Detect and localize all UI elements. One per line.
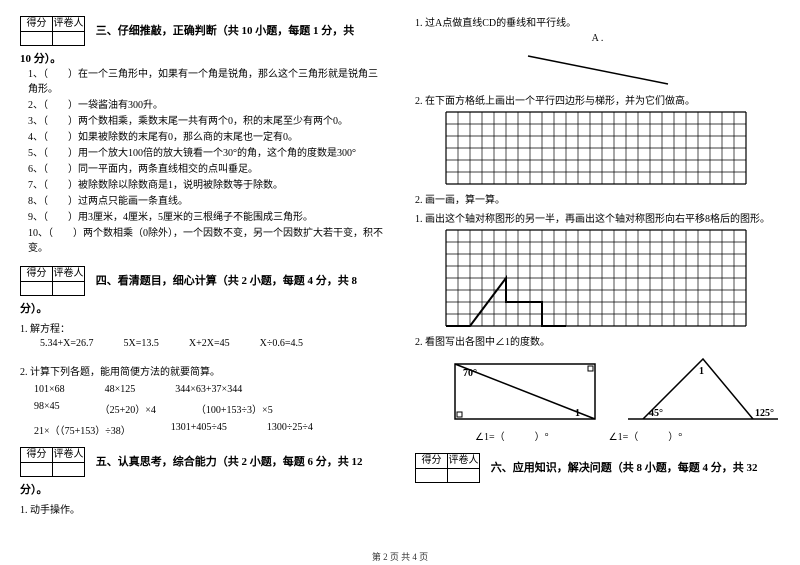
calc-row: 98×45 （25+20）×4 （100+153÷3）×5 xyxy=(20,401,385,416)
calc-row: 21×（（75+153）÷38） 1301+405÷45 1300÷25÷4 xyxy=(20,422,385,437)
section-5-title: 五、认真思考，综合能力（共 2 小题，每题 6 分，共 12 xyxy=(96,456,363,468)
section-5-header: 得分 评卷人 五、认真思考，综合能力（共 2 小题，每题 6 分，共 12 xyxy=(20,447,385,477)
s3-item: 5、（ ）用一个放大100倍的放大镜看一个30°的角，这个角的度数是300° xyxy=(20,146,385,161)
grid-1 xyxy=(445,111,747,185)
s3-item: 8、（ ）过两点只能画一条直线。 xyxy=(20,194,385,209)
s4-q1: 1. 解方程： xyxy=(20,320,385,335)
left-column: 得分 评卷人 三、仔细推敲，正确判断（共 10 小题，每题 1 分，共 10 分… xyxy=(20,10,385,518)
angle-125-label: 125° xyxy=(755,408,774,419)
s3-item: 7、（ ）被除数除以除数商是1，说明被除数等于除数。 xyxy=(20,178,385,193)
right-column: 1. 过A点做直线CD的垂线和平行线。 A . 2. 在下面方格纸上画出一个平行… xyxy=(415,10,780,518)
angle-45-label: 45° xyxy=(649,408,663,419)
score-box: 得分 评卷人 xyxy=(20,16,85,46)
angle-1-answer: ∠1=（ ）° xyxy=(475,428,549,443)
angle-figures: 70° 1 45° 125° 1 xyxy=(445,354,780,424)
r2-q: 2. 在下面方格纸上画出一个平行四边形与梯形，并为它们做高。 xyxy=(415,92,780,107)
angle-1-label: 1 xyxy=(575,408,580,419)
section-3-title: 三、仔细推敲，正确判断（共 10 小题，每题 1 分，共 xyxy=(96,25,355,37)
score-box: 得分 评卷人 xyxy=(20,447,85,477)
eq: X+2X=45 xyxy=(189,338,230,349)
section-3-header: 得分 评卷人 三、仔细推敲，正确判断（共 10 小题，每题 1 分，共 xyxy=(20,16,385,46)
s3-item: 6、（ ）同一平面内，两条直线相交的点叫垂足。 xyxy=(20,162,385,177)
section-5-title-cont: 分）。 xyxy=(20,484,48,496)
score-box: 得分 评卷人 xyxy=(415,453,480,483)
rect-angle-figure: 70° 1 xyxy=(445,354,603,424)
r1-q: 1. 过A点做直线CD的垂线和平行线。 xyxy=(415,14,780,29)
s4-q2: 2. 计算下列各题，能用简便方法的就要简算。 xyxy=(20,363,385,378)
point-a-label: A . xyxy=(415,33,780,44)
grid-2 xyxy=(445,229,747,327)
s3-item: 2、（ ）一袋酱油有300升。 xyxy=(20,98,385,113)
s3-item: 10、（ ）两个数相乘（0除外），一个因数不变，另一个因数扩大若干变，积不变。 xyxy=(20,226,385,256)
s3-item: 1、（ ）在一个三角形中，如果有一个角是锐角，那么这个三角形就是锐角三角形。 xyxy=(20,67,385,97)
s5-q1: 1. 动手操作。 xyxy=(20,501,385,516)
score-cell: 得分 xyxy=(21,17,53,32)
page-footer: 第 2 页 共 4 页 xyxy=(0,550,800,563)
r3-q1: 1. 画出这个轴对称图形的另一半，再画出这个轴对称图形向右平移8格后的图形。 xyxy=(415,210,780,225)
s3-item: 4、（ ）如果被除数的末尾有0，那么商的末尾也一定有0。 xyxy=(20,130,385,145)
section-6-header: 得分 评卷人 六、应用知识，解决问题（共 8 小题，每题 4 分，共 32 xyxy=(415,453,780,483)
section-4-title-cont: 分）。 xyxy=(20,303,48,315)
section-4-title: 四、看清题目，细心计算（共 2 小题，每题 4 分，共 8 xyxy=(96,275,357,287)
s3-item: 3、（ ）两个数相乘，乘数末尾一共有两个0，积的末尾至少有两个0。 xyxy=(20,114,385,129)
angle-1-label: 1 xyxy=(699,366,704,377)
eq: 5.34+X=26.7 xyxy=(40,338,94,349)
angle-1-answer: ∠1=（ ）° xyxy=(609,428,683,443)
triangle-angle-figure: 45° 125° 1 xyxy=(623,354,781,424)
eq: 5X=13.5 xyxy=(124,338,159,349)
r3-head: 2. 画一画，算一算。 xyxy=(415,191,780,206)
section-6-title: 六、应用知识，解决问题（共 8 小题，每题 4 分，共 32 xyxy=(491,462,758,474)
s3-item: 9、（ ）用3厘米，4厘米，5厘米的三根绳子不能围成三角形。 xyxy=(20,210,385,225)
angle-70-label: 70° xyxy=(463,368,477,379)
grader-cell: 评卷人 xyxy=(53,17,85,32)
s4-equations: 5.34+X=26.7 5X=13.5 X+2X=45 X÷0.6=4.5 xyxy=(20,338,385,349)
r4-q: 2. 看图写出各图中∠1的度数。 xyxy=(415,333,780,348)
calc-row: 101×68 48×125 344×63+37×344 xyxy=(20,384,385,395)
eq: X÷0.6=4.5 xyxy=(260,338,303,349)
section-3-title-cont: 10 分）。 xyxy=(20,53,61,65)
section-4-header: 得分 评卷人 四、看清题目，细心计算（共 2 小题，每题 4 分，共 8 xyxy=(20,266,385,296)
score-box: 得分 评卷人 xyxy=(20,266,85,296)
line-cd-figure xyxy=(508,48,688,88)
angle-answers: ∠1=（ ）° ∠1=（ ）° xyxy=(475,428,780,443)
